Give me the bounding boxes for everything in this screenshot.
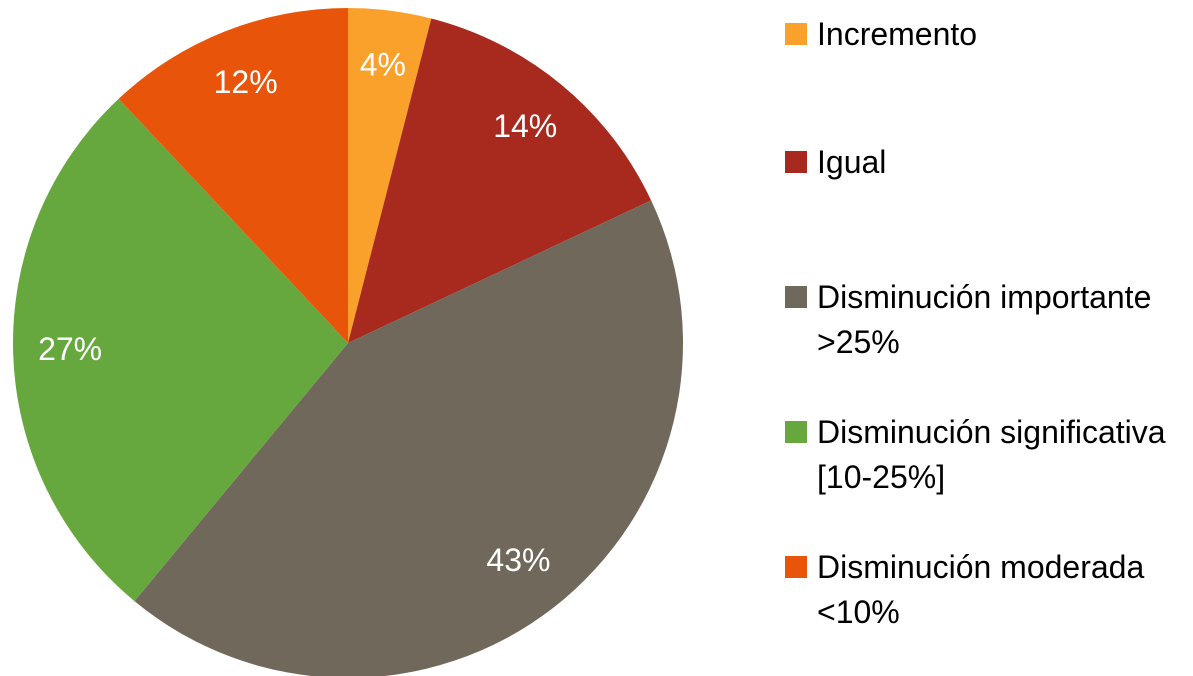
legend-item: Igual xyxy=(785,140,1187,185)
legend-swatch xyxy=(785,556,807,578)
pie: 4% 14% 43% 27% 12% xyxy=(12,8,683,676)
pie-slice xyxy=(348,18,652,344)
legend-swatch xyxy=(785,421,807,443)
pie-slice xyxy=(118,8,348,343)
legend-swatch xyxy=(785,286,807,308)
legend-label: Igual xyxy=(817,144,887,180)
data-label: 43% xyxy=(486,542,550,578)
pie-slice xyxy=(348,8,432,343)
legend-label: Disminución significativa [10-25%] xyxy=(817,414,1166,495)
data-label: 14% xyxy=(493,108,557,144)
pie-slice xyxy=(12,98,349,602)
legend-label: Disminución importante >25% xyxy=(817,279,1152,360)
legend-label: Incremento xyxy=(817,16,978,52)
data-label: 27% xyxy=(38,331,102,367)
legend-swatch xyxy=(785,151,807,173)
legend-swatch xyxy=(785,23,807,45)
data-label: 4% xyxy=(360,47,406,83)
legend-label: Disminución moderada <10% xyxy=(817,549,1145,630)
data-label: 12% xyxy=(214,64,278,100)
legend-item: Disminución moderada <10% xyxy=(785,545,1187,635)
pie-slice xyxy=(134,200,683,676)
legend-item: Disminución importante >25% xyxy=(785,275,1187,365)
legend-item: Disminución significativa [10-25%] xyxy=(785,410,1187,500)
legend-item: Incremento xyxy=(785,12,1187,57)
